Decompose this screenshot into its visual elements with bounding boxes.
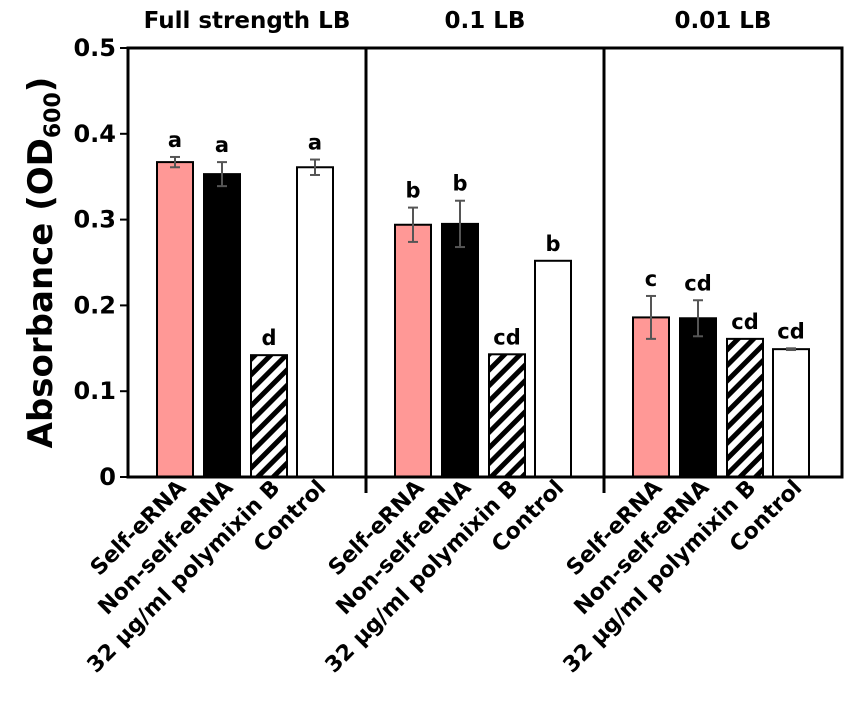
bar-3-2	[679, 317, 717, 478]
y-axis-title: Absorbance (OD600)	[21, 77, 66, 449]
plot-frame	[126, 46, 844, 479]
bar-1-2	[203, 173, 241, 478]
bar-3-1	[632, 316, 670, 478]
sig-label-1-2: a	[215, 133, 229, 157]
group-title-3: 0.01 LB	[675, 8, 772, 34]
sig-label-3-4: cd	[777, 319, 804, 343]
sig-label-2-1: b	[405, 179, 420, 203]
bar-2-3	[488, 353, 526, 478]
sig-label-2-2: b	[452, 172, 467, 196]
category-label-2-3: 32 µg/ml polymixin B	[321, 476, 524, 679]
category-label-1-3: 32 µg/ml polymixin B	[83, 476, 286, 679]
sig-label-3-2: cd	[684, 271, 711, 295]
y-tick-label-3: 0.3	[73, 206, 116, 234]
bar-2-1	[394, 223, 432, 478]
sig-label-3-3: cd	[731, 310, 758, 334]
sig-label-1-3: d	[261, 326, 276, 350]
bar-2-2	[441, 222, 479, 478]
sig-label-1-4: a	[308, 131, 322, 155]
group-title-2: 0.1 LB	[445, 8, 526, 34]
y-axis-title-subscript: 600	[41, 92, 66, 138]
sig-label-1-1: a	[168, 128, 182, 152]
category-label-3-3: 32 µg/ml polymixin B	[559, 476, 762, 679]
y-axis-title-close: )	[21, 77, 61, 93]
bar-1-3	[250, 354, 288, 478]
y-axis-title-main: Absorbance (OD	[21, 138, 61, 448]
sig-label-3-1: c	[645, 267, 657, 291]
bar-3-4	[772, 348, 810, 478]
bar-3-3	[726, 337, 764, 478]
y-tick-label-5: 0.5	[73, 34, 116, 62]
bar-1-1	[156, 161, 194, 478]
sig-label-2-4: b	[545, 232, 560, 256]
y-tick-label-1: 0.1	[73, 377, 116, 405]
bar-2-4	[534, 259, 572, 478]
y-tick-label-0: 0	[99, 463, 116, 491]
sig-label-2-3: cd	[493, 325, 520, 349]
bars-layer	[156, 155, 810, 478]
y-tick-label-4: 0.4	[73, 120, 116, 148]
group-title-1: Full strength LB	[144, 8, 351, 34]
bar-1-4	[296, 166, 334, 478]
axes-layer	[120, 46, 844, 493]
y-tick-label-2: 0.2	[73, 291, 116, 319]
